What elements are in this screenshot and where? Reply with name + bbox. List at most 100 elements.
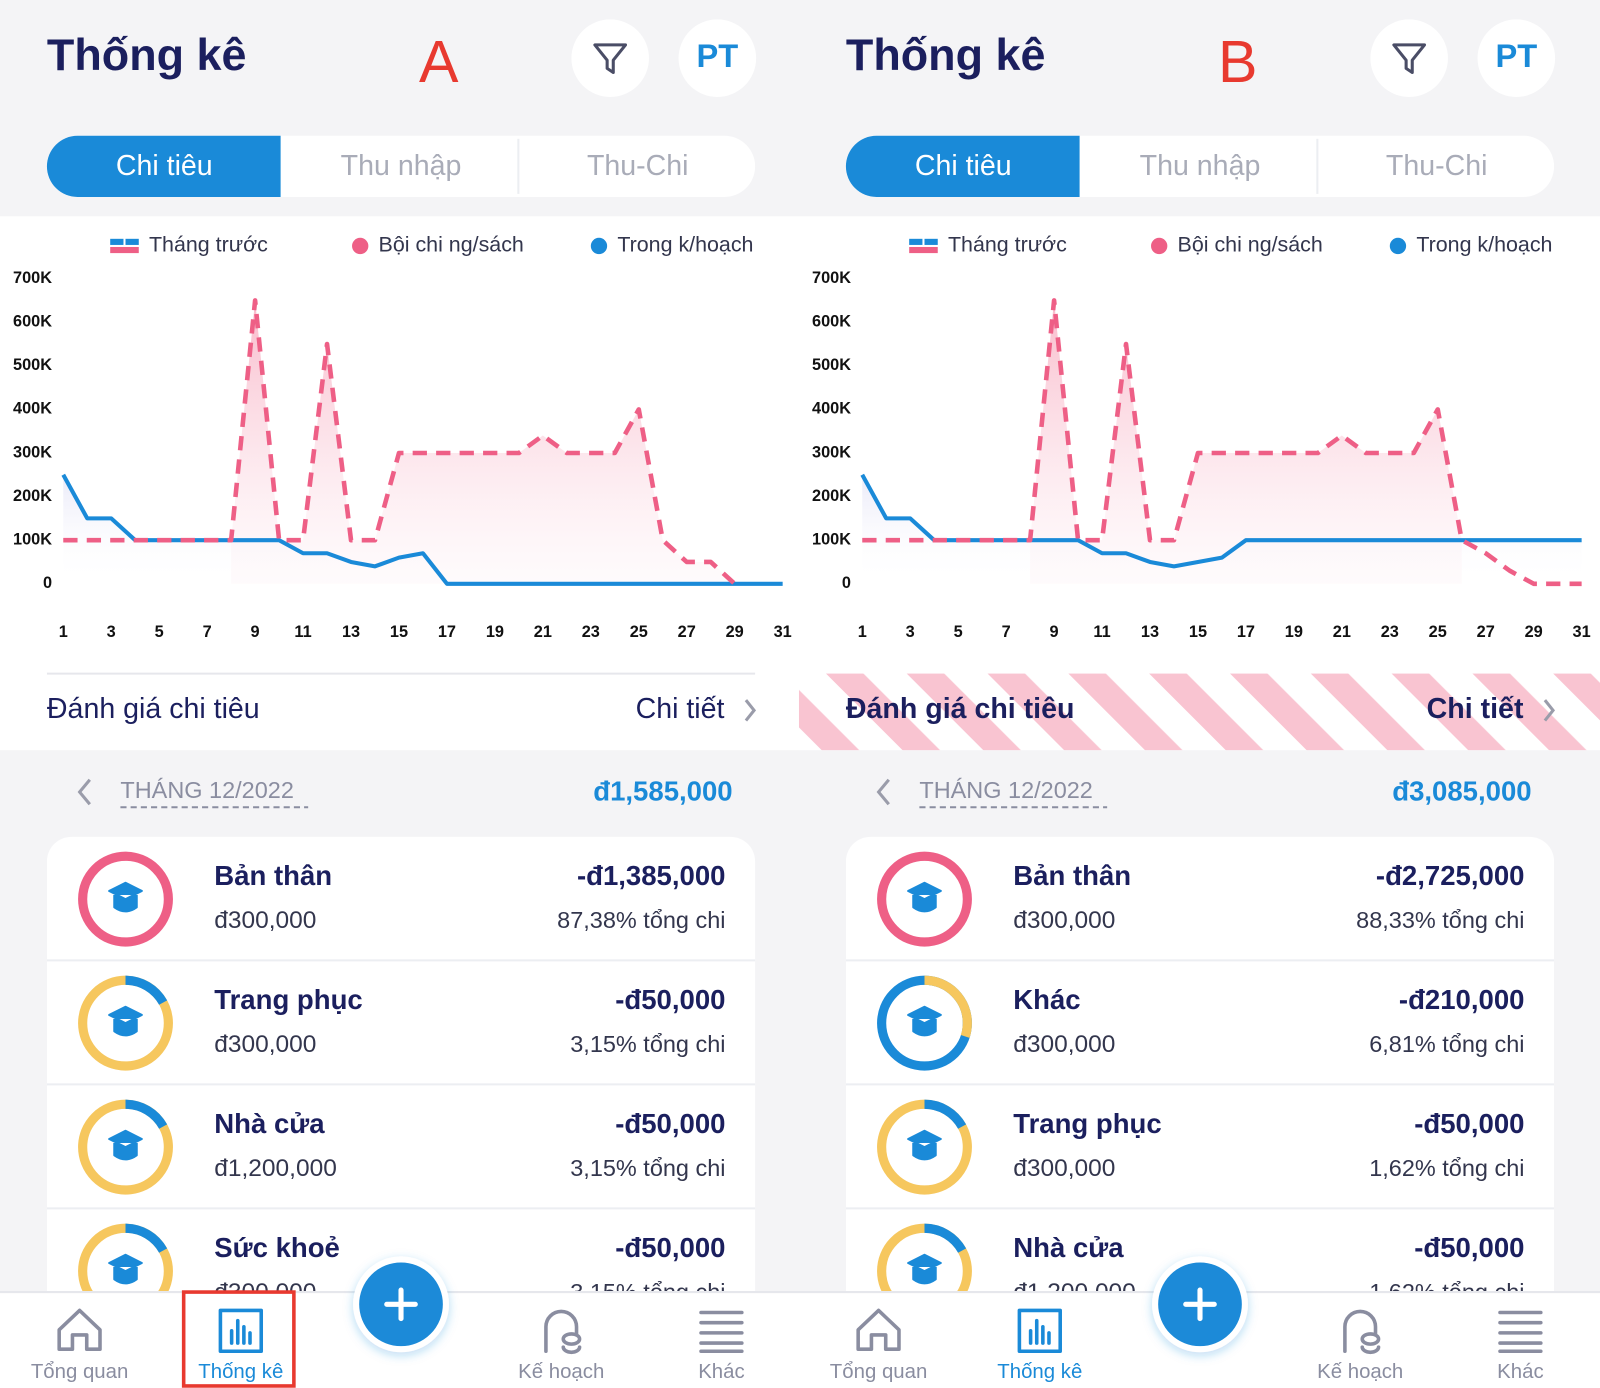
x-tick-label: 31 [774, 623, 792, 641]
avatar-button[interactable]: PT [678, 19, 757, 97]
nav-label[interactable]: Tổng quan [31, 1361, 129, 1383]
avatar[interactable]: PT [696, 37, 738, 74]
y-tick-label: 500K [13, 356, 52, 374]
x-tick-label: 15 [390, 623, 408, 641]
tab[interactable]: Chi tiêu [915, 150, 1012, 182]
y-tick-label: 200K [13, 487, 52, 505]
tab-active-bg [845, 135, 1080, 197]
category-icon [907, 1129, 942, 1161]
avatar-bg[interactable] [1477, 19, 1556, 97]
filter-button[interactable] [1370, 19, 1448, 97]
category-icon [108, 1253, 143, 1285]
category-row[interactable]: Bản thân đ300,000 -đ2,725,000 88,33% tổng c… [877, 851, 1525, 947]
tab[interactable]: Thu nhập [1140, 150, 1261, 182]
category-card [46, 836, 756, 1368]
avatar-button[interactable]: PT [1477, 19, 1556, 97]
x-tick-label: 9 [1050, 623, 1059, 641]
avatar-bg[interactable] [678, 19, 757, 97]
page-title: Thống kê [846, 29, 1045, 80]
category-name: Bản thân [214, 860, 332, 891]
category-share: 3,15% tổng chi [570, 1155, 725, 1181]
x-tick-label: 3 [906, 623, 915, 641]
category-card [845, 836, 1555, 1368]
nav-icon[interactable] [544, 1309, 582, 1355]
x-tick-label: 13 [1141, 623, 1159, 641]
panel-label: B [1218, 28, 1257, 95]
filter-button-bg[interactable] [1370, 19, 1448, 97]
nav-label[interactable]: Thống kê [997, 1361, 1082, 1383]
chevron-left[interactable] [77, 778, 91, 806]
category-row[interactable]: Trang phục đ300,000 -đ50,000 1,62% tổng chi [877, 1099, 1525, 1195]
category-amount: -đ210,000 [1399, 984, 1525, 1015]
category-share: 6,81% tổng chi [1369, 1031, 1524, 1057]
nav-label[interactable]: Kế hoạch [518, 1361, 604, 1383]
filter-button-bg[interactable] [571, 19, 649, 97]
chevron-left[interactable] [876, 778, 890, 806]
nav-item[interactable]: Thống kê [198, 1308, 283, 1383]
tab[interactable]: Thu nhập [341, 150, 462, 182]
nav-icon[interactable] [218, 1308, 264, 1354]
tab[interactable]: Chi tiêu [116, 150, 213, 182]
filter-icon[interactable] [593, 43, 628, 74]
category-name: Khác [1013, 984, 1080, 1015]
nav-icon[interactable] [1343, 1309, 1381, 1355]
add-icon[interactable] [1183, 1287, 1217, 1322]
add-button[interactable] [353, 1256, 449, 1353]
chevron-right[interactable] [1543, 699, 1556, 722]
nav-icon[interactable] [699, 1310, 744, 1354]
filter-button[interactable] [571, 19, 649, 97]
nav-item[interactable]: Khác [698, 1310, 745, 1383]
x-tick-label: 3 [107, 623, 116, 641]
category-ring-progress [877, 1223, 972, 1319]
x-tick-label: 29 [1525, 623, 1543, 641]
category-row[interactable]: Khác đ300,000 -đ210,000 6,81% tổng chi [877, 975, 1525, 1071]
month-label[interactable]: THÁNG 12/2022 [120, 777, 293, 803]
category-ring-progress [78, 1099, 173, 1195]
category-budget: đ1,200,000 [214, 1155, 337, 1182]
category-amount: -đ50,000 [615, 984, 725, 1015]
tab[interactable]: Thu-Chi [587, 150, 689, 182]
nav-item[interactable]: Tổng quan [830, 1308, 928, 1383]
legend-marker [1389, 237, 1407, 255]
nav-item[interactable]: Thống kê [997, 1308, 1082, 1383]
tab[interactable]: Thu-Chi [1386, 150, 1488, 182]
x-tick-label: 11 [1093, 623, 1110, 641]
category-row[interactable]: Trang phục đ300,000 -đ50,000 3,15% tổng chi [78, 975, 726, 1071]
y-tick-label: 700K [13, 269, 52, 287]
category-ring-progress [78, 975, 173, 1071]
legend-marker [1151, 237, 1168, 255]
nav-icon[interactable] [856, 1308, 901, 1352]
nav-item[interactable]: Khác [1497, 1310, 1544, 1383]
add-icon[interactable] [384, 1287, 418, 1322]
nav-icon[interactable] [57, 1308, 102, 1352]
nav-item[interactable]: Kế hoạch [1317, 1309, 1403, 1383]
x-tick-label: 27 [1477, 623, 1495, 641]
nav-icon[interactable] [1498, 1310, 1543, 1354]
add-button[interactable] [1152, 1256, 1248, 1353]
nav-item[interactable]: Kế hoạch [518, 1309, 604, 1383]
review-link[interactable]: Chi tiết [1427, 693, 1524, 725]
nav-highlight-box [181, 1290, 296, 1388]
nav-label[interactable]: Khác [698, 1361, 744, 1383]
category-row[interactable]: Bản thân đ300,000 -đ1,385,000 87,38% tổng c… [78, 851, 726, 947]
chevron-right[interactable] [744, 699, 757, 722]
y-tick-label: 500K [812, 356, 851, 374]
avatar[interactable]: PT [1495, 37, 1537, 74]
x-tick-label: 5 [954, 623, 963, 641]
nav-label[interactable]: Thống kê [198, 1361, 283, 1383]
month-label[interactable]: THÁNG 12/2022 [919, 777, 1092, 803]
x-tick-label: 15 [1189, 623, 1207, 641]
y-tick-label: 600K [812, 313, 851, 331]
review-link[interactable]: Chi tiết [636, 693, 725, 725]
nav-item[interactable]: Tổng quan [31, 1308, 129, 1383]
y-tick-label: 0 [842, 574, 851, 592]
nav-label[interactable]: Tổng quan [830, 1361, 928, 1383]
category-row[interactable]: Nhà cửa đ1,200,000 -đ50,000 3,15% tổng chi [78, 1099, 726, 1195]
category-budget: đ300,000 [214, 907, 316, 934]
panel: Thống kê A PT Chi tiêu Thu nhập Thu-Chi Tháng … [0, 0, 802, 1388]
nav-label[interactable]: Khác [1497, 1361, 1543, 1383]
x-tick-label: 1 [59, 623, 68, 641]
filter-icon[interactable] [1392, 43, 1427, 74]
nav-icon[interactable] [1017, 1308, 1062, 1354]
nav-label[interactable]: Kế hoạch [1317, 1361, 1403, 1383]
